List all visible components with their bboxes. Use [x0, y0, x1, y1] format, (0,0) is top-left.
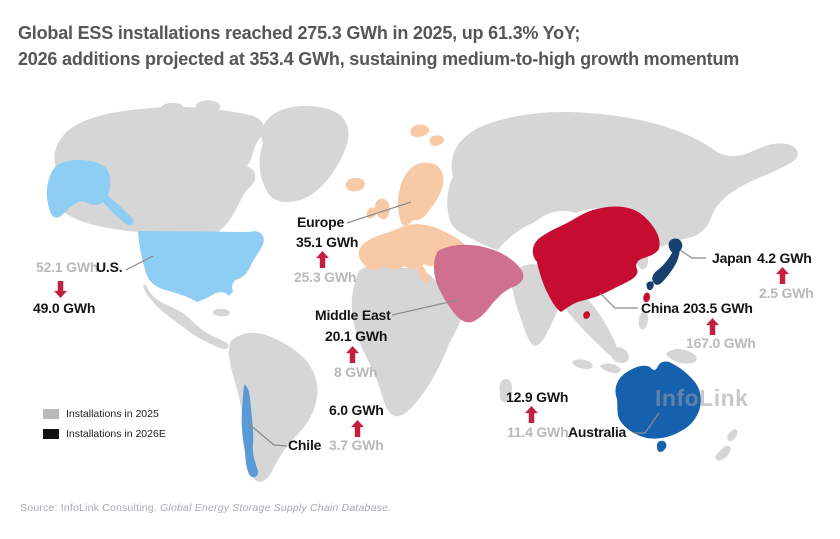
arctic-island-2 [195, 100, 221, 113]
japan-2026e-value: 4.2 GWh [757, 250, 812, 266]
leader-line-japan [679, 249, 706, 259]
island-hokkaido [668, 238, 683, 254]
island-svalbard-1 [410, 124, 430, 138]
island-kyushu [646, 281, 654, 290]
australia-2026e-value: 12.9 GWh [506, 389, 569, 405]
arctic-island-1 [159, 102, 184, 116]
europe-region-label: Europe [297, 214, 345, 230]
legend-swatch-2026e [43, 429, 59, 439]
us-region-label: U.S. [96, 259, 123, 275]
australia-2025-value: 11.4 GWh [507, 424, 569, 440]
source-database-name: Global Energy Storage Supply Chain Datab… [160, 502, 392, 514]
country-us-panhandle [102, 195, 134, 226]
region-middle-east [433, 244, 524, 323]
middle-east-region-label: Middle East [315, 307, 391, 323]
island-taiwan [643, 292, 650, 303]
island-java [600, 363, 621, 374]
island-new-guinea [666, 349, 697, 364]
island-sakhalin [669, 207, 680, 245]
region-china-group [532, 206, 660, 319]
island-philippines [638, 312, 648, 330]
region-russia [447, 112, 798, 250]
infolink-watermark: InfoLink [655, 385, 749, 411]
island-madagascar [499, 378, 512, 403]
island-borneo [609, 347, 630, 364]
china-2025-value: 167.0 GWh [686, 335, 756, 351]
us-2026e-value: 49.0 GWh [33, 300, 96, 316]
leader-line-us [125, 255, 154, 271]
middle-east-2025-value: 8 GWh [334, 364, 378, 380]
legend: Installations in 2025 Installations in 2… [43, 404, 166, 444]
china-region-label: China [641, 300, 679, 316]
source-note: Source: InfoLink Consulting. Global Ener… [20, 502, 391, 514]
island-honshu [652, 248, 680, 285]
island-new-zealand-south [715, 445, 731, 461]
region-southeast-asia [561, 293, 618, 357]
leader-line-australia [634, 412, 660, 434]
legend-label-2025: Installations in 2025 [66, 408, 159, 420]
us-2025-value: 52.1 GWh [36, 259, 99, 275]
island-svalbard-2 [429, 135, 445, 146]
australia-region-label: Australia [568, 424, 627, 440]
title-line-1: Global ESS installations reached 275.3 G… [18, 23, 581, 43]
peninsula-kamchatka [689, 153, 720, 215]
country-australia [615, 361, 701, 439]
region-middle-east-group [433, 244, 524, 323]
legend-label-2026e: Installations in 2026E [66, 428, 166, 440]
leader-lines [125, 201, 706, 447]
chile-2025-value: 3.7 GWh [329, 437, 384, 453]
legend-swatch-2025 [43, 409, 59, 419]
peninsula-italy [416, 262, 430, 284]
region-africa [351, 265, 462, 417]
country-china [532, 206, 660, 312]
leader-line-europe [346, 201, 412, 224]
china-2026e-value: 203.5 GWh [683, 300, 753, 316]
island-cuba [212, 308, 230, 317]
country-chile [241, 384, 259, 478]
middle-east-2026e-value: 20.1 GWh [325, 328, 388, 344]
region-chile-group [241, 384, 259, 478]
region-mexico-central-america [143, 284, 229, 350]
island-hainan [583, 311, 590, 319]
title-line-2: 2026 additions projected at 353.4 GWh, s… [18, 49, 740, 69]
europe-2026e-value: 35.1 GWh [296, 234, 359, 250]
chile-region-label: Chile [288, 437, 322, 453]
source-text: Source: InfoLink Consulting. [20, 502, 161, 514]
chile-2026e-value: 6.0 GWh [329, 402, 384, 418]
page-title: Global ESS installations reached 275.3 G… [18, 20, 818, 72]
island-uk [375, 198, 390, 220]
japan-2025-value: 2.5 GWh [759, 285, 814, 301]
island-tasmania [656, 440, 667, 452]
region-us-group [46, 159, 264, 302]
europe-2025-value: 25.3 GWh [294, 269, 357, 285]
region-australia-group [615, 361, 701, 452]
island-iceland [345, 177, 365, 192]
country-us-mainland [138, 231, 264, 302]
island-new-zealand-north [727, 429, 738, 442]
leader-line-chile [248, 423, 288, 447]
region-south-america [228, 332, 318, 482]
region-japan-group [646, 238, 683, 290]
country-us-alaska [46, 159, 111, 218]
legend-item-2026e: Installations in 2026E [43, 424, 166, 444]
country-greenland [259, 105, 349, 203]
leader-line-middle-east [391, 299, 459, 316]
legend-item-2025: Installations in 2025 [43, 404, 166, 424]
leader-line-china [599, 292, 638, 309]
japan-region-label: Japan [712, 250, 752, 266]
region-scandinavia [397, 162, 444, 226]
island-sumatra [572, 359, 593, 369]
